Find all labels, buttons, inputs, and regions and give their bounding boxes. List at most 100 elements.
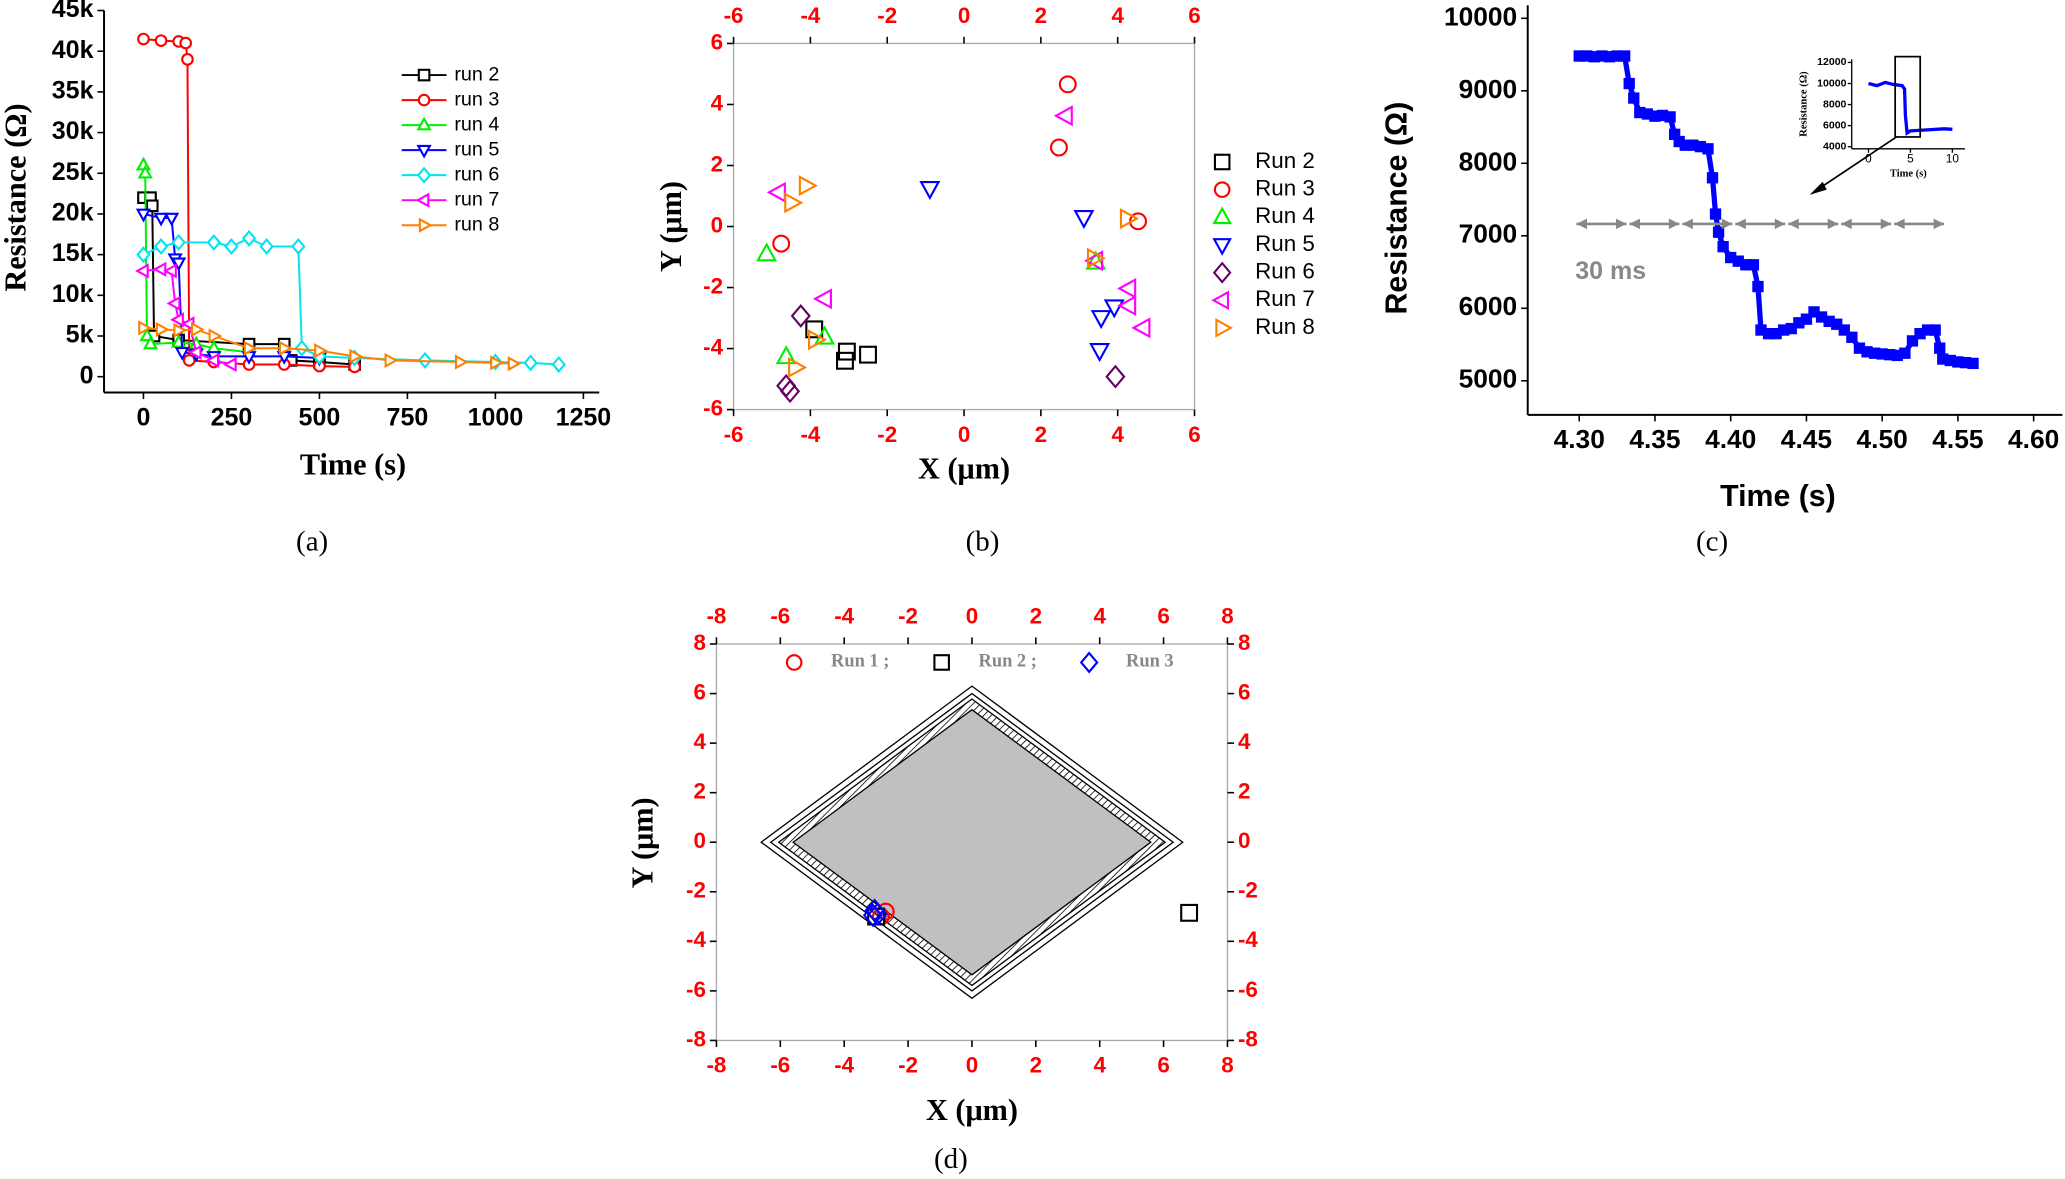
x-tick-label: 4 [1093,1053,1106,1078]
x-tick-label: 4 [1111,3,1124,28]
y-tick-label: 0 [1238,828,1250,853]
x-tick-label: 0 [958,422,970,447]
marker [862,903,884,928]
marker [1117,277,1137,299]
y-tick-label: 5k [66,321,94,349]
legend-label: Run 2 ; [979,651,1037,671]
marker [1831,318,1843,330]
y-tick-label: 8 [1238,630,1250,655]
arrow-head [1894,218,1905,230]
y-tick-label: 8000 [1459,146,1518,176]
x-tick-label: -6 [724,3,744,28]
marker [490,355,504,371]
caption: (b) [966,526,1000,558]
x-tick-label: -8 [706,1053,726,1078]
y-tick-label: -2 [1238,878,1258,903]
x-tick-label: 2 [1030,604,1042,629]
legend-label: Run 3 [1126,651,1174,671]
x-tick-label: -6 [724,422,744,447]
legend-label: Run 7 [1255,286,1315,311]
marker [859,345,877,364]
legend-label: Run 5 [1255,231,1315,256]
marker [1073,209,1095,230]
marker [1215,318,1234,338]
marker [181,53,194,66]
x-tick-label: 6 [1157,604,1169,629]
marker [417,68,431,82]
marker [1619,50,1631,62]
x-tick-label: 4.35 [1629,424,1680,454]
y-tick-label: 40k [52,36,94,64]
inset-x-label: Time (s) [1890,168,1927,179]
y-axis-label: Resistance (Ω) [1381,102,1414,315]
x-tick-label: 0 [966,604,978,629]
marker [170,312,184,328]
y-tick-label: -6 [686,977,706,1002]
x-tick-label: -2 [877,3,897,28]
marker [416,116,432,131]
x-tick-label: -2 [898,604,918,629]
x-axis-label: Time (s) [1720,480,1836,513]
marker [507,356,522,372]
y-tick-label: 6 [693,679,705,704]
marker [1213,181,1231,198]
x-tick-label: 750 [387,403,429,431]
marker [1906,335,1919,347]
marker [206,339,222,354]
arrow-head [1682,218,1693,230]
marker [171,257,187,272]
y-axis-label: Resistance (Ω) [0,103,32,291]
marker [1131,317,1151,339]
x-tick-label: 8 [1221,604,1233,629]
x-tick-label: 1250 [556,403,612,431]
marker [182,354,196,367]
marker [416,166,432,184]
y-tick-label: 9000 [1459,74,1518,104]
arrow-head [1735,218,1746,230]
arrow-head [1576,218,1587,230]
y-tick-label: 6 [1238,679,1250,704]
x-tick-label: -4 [834,1053,854,1078]
legend-label: Run 8 [1255,314,1315,339]
caption: (d) [934,1143,968,1175]
marker [1623,77,1635,90]
marker [836,351,854,370]
x-tick-label: 500 [299,403,341,431]
arrow-head [1629,218,1640,230]
y-tick-label: 0 [80,361,94,389]
inset-y-tick-label: 4000 [1823,140,1847,152]
marker [1049,138,1068,157]
x-tick-label: 0 [966,1053,978,1078]
marker [134,263,149,279]
marker [785,654,803,671]
y-tick-label: -4 [1238,927,1258,952]
x-tick-label: 2 [1035,422,1047,447]
marker [416,144,432,159]
inset-y-label: Resistance (Ω) [1799,71,1810,137]
marker [1058,75,1077,94]
y-tick-label: -2 [686,878,706,903]
marker [1212,261,1232,284]
marker [790,304,811,328]
arrow-head [1933,218,1945,230]
marker [136,246,151,264]
x-tick-label: 4.45 [1781,424,1832,454]
y-tick-label: 35k [52,77,94,105]
y-tick-label: 45k [52,0,94,23]
plot-frame [732,42,1196,411]
marker [788,357,808,378]
marker [1211,290,1230,311]
y-tick-label: 6000 [1459,291,1518,321]
marker [1712,226,1725,238]
series-line [143,212,320,359]
arrow-head [1615,218,1627,230]
legend-label: run 6 [454,163,499,185]
marker [135,208,152,223]
marker [1090,310,1112,330]
marker [812,288,832,310]
arrow-head [1774,218,1786,230]
marker [174,347,190,361]
marker [837,342,856,361]
marker [243,340,258,356]
